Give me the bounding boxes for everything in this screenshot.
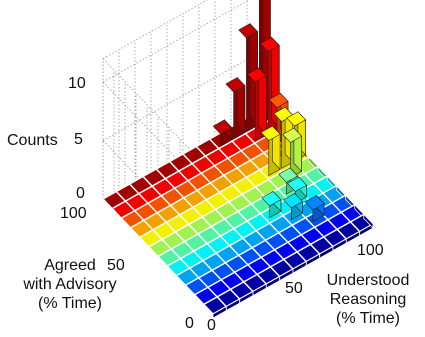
bar <box>212 119 233 147</box>
bar <box>304 194 325 223</box>
bar-face-top <box>283 193 303 209</box>
x-axis-title-line: Reasoning <box>329 291 407 308</box>
chart-bars <box>212 0 325 223</box>
wall-grid-line <box>102 0 250 83</box>
z-axis-title: Counts <box>7 132 58 149</box>
bar <box>225 76 246 140</box>
z-tick-label: 10 <box>68 75 86 92</box>
bar-face-top <box>278 167 299 183</box>
y-axis-title-line: Agreed <box>44 257 96 274</box>
bar-face-top <box>287 176 307 192</box>
bar <box>260 125 281 177</box>
bar <box>283 192 303 221</box>
y-tick-label: 0 <box>185 315 194 332</box>
bar-face-top <box>282 127 303 143</box>
bar-face-top <box>260 125 281 141</box>
x-tick-label: 50 <box>285 280 303 297</box>
bar-face-top <box>304 195 325 211</box>
z-tick-label: 0 <box>76 185 85 202</box>
y-axis-title-line: (% Time) <box>38 295 102 312</box>
y-tick-label: 50 <box>107 257 125 274</box>
wall-grid-line <box>102 50 264 141</box>
floor-tile-edge <box>363 213 374 230</box>
x-axis-title: Understood Reasoning (% Time) <box>318 271 418 328</box>
y-axis-title: Agreed with Advisory (% Time) <box>20 256 120 313</box>
bar-face-top <box>268 92 289 109</box>
bar <box>247 67 267 142</box>
x-tick-label: 100 <box>357 242 384 259</box>
bar <box>282 127 303 179</box>
bar-face-top <box>286 111 307 127</box>
x-axis-title-line: Understood <box>326 272 410 289</box>
bar-face-top <box>247 67 267 83</box>
z-tick-label: 5 <box>74 131 83 148</box>
bar <box>261 190 282 219</box>
x-tick-label: 0 <box>207 317 216 334</box>
y-axis-title-line: with Advisory <box>23 276 117 293</box>
bar-face-top <box>261 191 282 207</box>
bar-face-top <box>225 77 246 93</box>
x-axis-title-line: (% Time) <box>336 310 400 327</box>
bar-face-top <box>238 23 259 39</box>
bar-face-top <box>259 36 280 53</box>
wall-grid-line <box>102 0 208 59</box>
y-tick-label: 100 <box>60 205 87 222</box>
bar-face-top <box>212 119 233 135</box>
